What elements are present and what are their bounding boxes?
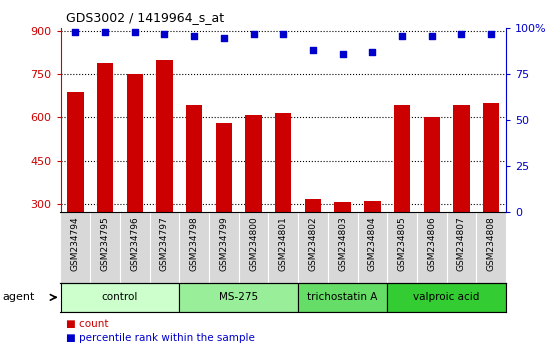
Text: valproic acid: valproic acid	[414, 292, 480, 302]
Point	[309, 47, 317, 53]
Bar	[424, 118, 440, 212]
Point	[130, 29, 139, 35]
Bar	[387, 283, 506, 312]
Text: agent: agent	[3, 292, 35, 302]
Text: GSM234807: GSM234807	[457, 216, 466, 271]
Bar	[216, 123, 232, 212]
Point	[71, 29, 80, 35]
Bar	[275, 113, 292, 212]
Bar	[453, 104, 470, 212]
Bar	[67, 92, 84, 212]
Bar	[60, 283, 179, 312]
Bar	[179, 283, 298, 312]
Text: GSM234804: GSM234804	[368, 216, 377, 270]
Point	[398, 33, 406, 39]
Text: GSM234799: GSM234799	[219, 216, 228, 271]
Point	[457, 31, 466, 37]
Point	[219, 35, 228, 40]
Text: GSM234797: GSM234797	[160, 216, 169, 271]
Point	[160, 31, 169, 37]
Bar	[126, 74, 143, 212]
Bar	[245, 115, 262, 212]
Point	[279, 31, 288, 37]
Text: GSM234798: GSM234798	[190, 216, 199, 271]
Bar	[334, 202, 351, 212]
Text: GSM234800: GSM234800	[249, 216, 258, 271]
Bar	[298, 283, 387, 312]
Text: GSM234802: GSM234802	[309, 216, 317, 270]
Text: GSM234796: GSM234796	[130, 216, 139, 271]
Text: GSM234794: GSM234794	[71, 216, 80, 270]
Point	[427, 33, 436, 39]
Text: GSM234801: GSM234801	[279, 216, 288, 271]
Text: GDS3002 / 1419964_s_at: GDS3002 / 1419964_s_at	[66, 11, 224, 24]
Point	[338, 51, 347, 57]
Bar	[97, 63, 113, 212]
Text: control: control	[102, 292, 138, 302]
Point	[249, 31, 258, 37]
Point	[487, 31, 496, 37]
Text: ■ percentile rank within the sample: ■ percentile rank within the sample	[66, 333, 255, 343]
Bar	[186, 104, 202, 212]
Text: GSM234795: GSM234795	[101, 216, 109, 271]
Text: MS-275: MS-275	[219, 292, 258, 302]
Point	[101, 29, 109, 35]
Point	[190, 33, 199, 39]
Bar	[156, 60, 173, 212]
Text: GSM234806: GSM234806	[427, 216, 436, 271]
Bar	[394, 104, 410, 212]
Text: GSM234805: GSM234805	[398, 216, 406, 271]
Bar	[305, 199, 321, 212]
Point	[368, 50, 377, 55]
Text: GSM234803: GSM234803	[338, 216, 347, 271]
Bar	[364, 201, 381, 212]
Text: trichostatin A: trichostatin A	[307, 292, 378, 302]
Text: ■ count: ■ count	[66, 319, 108, 329]
Bar	[483, 103, 499, 212]
Text: GSM234808: GSM234808	[487, 216, 496, 271]
